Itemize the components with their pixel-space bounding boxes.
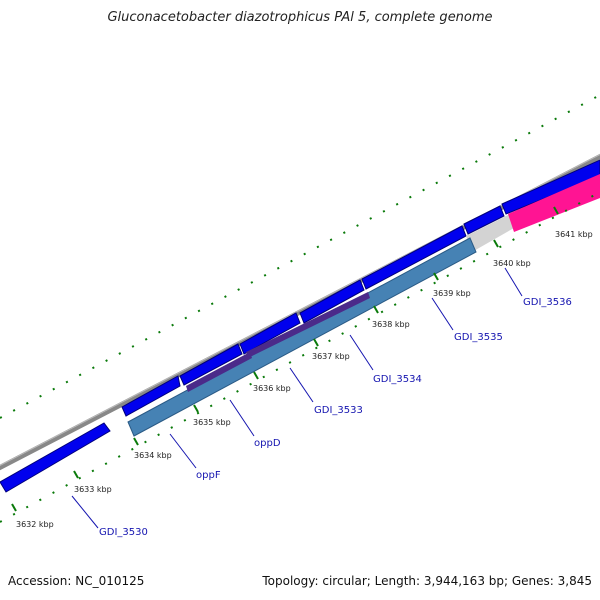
orf-segment[interactable]: [127, 237, 477, 437]
kbp-label: 3637 kbp: [312, 352, 350, 361]
cds-arrow[interactable]: [179, 343, 243, 386]
rna-segment[interactable]: [508, 174, 600, 232]
cds-arrow[interactable]: [0, 422, 111, 493]
kbp-tick: [313, 338, 319, 347]
kbp-tick: [373, 305, 379, 314]
accession-text: Accession: NC_010125: [8, 574, 145, 588]
kbp-tick: [553, 206, 559, 215]
gene-label[interactable]: GDI_3536: [523, 297, 572, 308]
genome-summary-text: Topology: circular; Length: 3,944,163 bp…: [262, 574, 592, 588]
kbp-label: 3633 kbp: [74, 485, 112, 494]
kbp-tick: [493, 239, 499, 248]
kbp-label: 3638 kbp: [372, 320, 410, 329]
kbp-label: 3641 kbp: [555, 230, 593, 239]
kbp-tick: [193, 404, 199, 413]
gene-label[interactable]: oppD: [254, 438, 281, 449]
kbp-label: 3634 kbp: [134, 451, 172, 460]
map-title: Gluconacetobacter diazotrophicus PAl 5, …: [107, 10, 493, 25]
cds-arrow[interactable]: [463, 205, 505, 235]
orf-track: [127, 174, 600, 437]
kbp-tick: [433, 272, 439, 281]
kbp-tick: [133, 437, 139, 446]
gene-label[interactable]: GDI_3535: [454, 332, 503, 343]
gene-label-line: [289, 367, 314, 403]
kbp-label: 3632 kbp: [16, 520, 54, 529]
gene-label-line: [169, 433, 197, 469]
gene-labels: GDI_3530 oppF oppD GDI_3533 GDI_3534 GDI…: [71, 267, 572, 538]
gene-label[interactable]: GDI_3533: [314, 405, 363, 416]
gene-label[interactable]: GDI_3534: [373, 374, 422, 385]
gene-label-line: [431, 297, 454, 331]
cds-arrow[interactable]: [239, 312, 301, 355]
inner-dotted-ring: [0, 191, 600, 523]
kbp-tick: [73, 470, 79, 479]
kbp-tick: [253, 371, 259, 380]
kbp-label: 3635 kbp: [193, 418, 231, 427]
gene-label-line: [349, 334, 374, 371]
kbp-tick: [11, 503, 17, 512]
kbp-label: 3639 kbp: [433, 289, 471, 298]
gap-segment: [466, 214, 514, 252]
cds-arrow[interactable]: [501, 159, 600, 215]
orf-dark-segment[interactable]: [186, 352, 252, 392]
cds-arrow[interactable]: [299, 279, 365, 324]
gene-label-line: [71, 495, 99, 529]
forward-cds-track: [0, 159, 600, 493]
gene-label-line: [504, 267, 523, 297]
gene-label[interactable]: GDI_3530: [99, 527, 148, 538]
kbp-label: 3640 kbp: [493, 259, 531, 268]
outer-dotted-ring: [0, 94, 600, 419]
gene-label[interactable]: oppF: [196, 470, 221, 481]
kbp-ticks: 3632 kbp 3633 kbp 3634 kbp 3635 kbp 3636…: [11, 206, 593, 529]
orf-dark-segment[interactable]: [246, 292, 370, 358]
cds-arrow[interactable]: [121, 375, 181, 417]
gene-label-line: [229, 399, 255, 437]
kbp-label: 3636 kbp: [253, 384, 291, 393]
